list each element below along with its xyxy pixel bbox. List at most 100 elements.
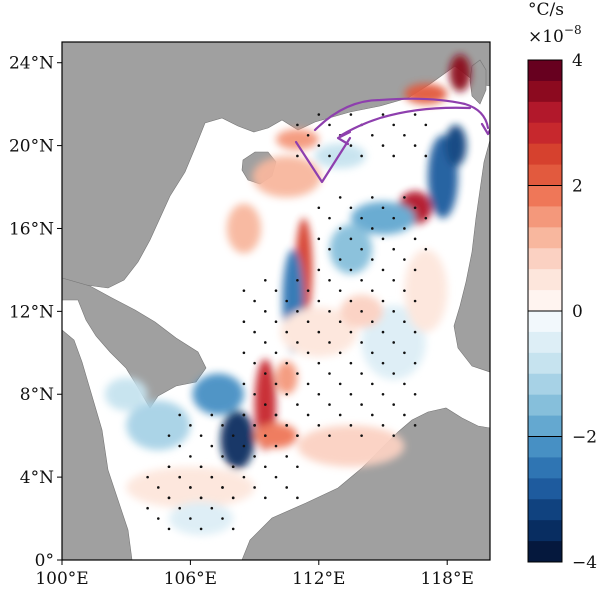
stipple-dot — [189, 424, 192, 427]
stipple-dot — [199, 465, 203, 469]
stipple-dot — [413, 330, 417, 334]
stipple-dot — [264, 278, 267, 282]
stipple-dot — [285, 330, 289, 334]
stipple-dot — [328, 123, 331, 127]
stipple-dot — [381, 424, 385, 427]
stipple-dot — [371, 227, 374, 230]
stipple-dot — [242, 351, 246, 355]
stipple-dot — [381, 206, 385, 210]
stipple-dot — [349, 361, 353, 365]
stipple-dot — [231, 496, 235, 500]
stipple-dot — [167, 527, 171, 531]
longitude-axis: 100°E 106°E 112°E 118°E — [35, 560, 474, 589]
stipple-dot — [199, 434, 203, 437]
colorbar-level — [528, 206, 562, 228]
stipple-dot — [285, 361, 289, 365]
stipple-dot — [317, 330, 321, 334]
stipple-dot — [392, 403, 396, 406]
stipple-dot — [424, 247, 428, 251]
stipple-dot — [242, 475, 246, 479]
stipple-dot — [328, 403, 331, 406]
stipple-dot — [146, 475, 149, 479]
stipple-dot — [199, 527, 203, 531]
stipple-dot — [264, 372, 267, 375]
stipple-dot — [285, 424, 289, 427]
colorbar — [527, 59, 563, 563]
stipple-dot — [328, 216, 331, 220]
stipple-dot — [264, 341, 267, 344]
anomaly-patch — [314, 143, 366, 169]
stipple-dot — [167, 496, 171, 500]
stipple-dot — [392, 372, 396, 375]
stipple-dot — [360, 403, 363, 406]
anomaly-patch — [297, 425, 405, 467]
arrow-lower — [338, 106, 472, 138]
stipple-dot — [274, 320, 278, 324]
stipple-dot — [349, 113, 353, 116]
anomaly-patch — [445, 124, 467, 167]
anomaly-patch — [226, 203, 262, 254]
colorbar-level — [528, 311, 562, 333]
stipple-dot — [360, 216, 363, 220]
stipple-dot — [371, 133, 374, 137]
stipple-dot — [381, 299, 385, 303]
stipple-dot — [392, 154, 396, 158]
anomaly-patch — [449, 54, 471, 92]
stipple-dot — [338, 382, 342, 386]
stipple-dot — [403, 320, 406, 324]
lon-tick-label: 106°E — [164, 569, 217, 589]
stipple-dot — [199, 496, 203, 500]
anomaly-patch — [252, 155, 321, 198]
colorbar-level — [528, 101, 562, 124]
stipple-dot — [274, 351, 278, 355]
stipple-dot — [317, 392, 321, 396]
stipple-dot — [371, 413, 374, 417]
stipple-dot — [221, 486, 224, 489]
stipple-dot — [306, 289, 310, 292]
stipple-dot — [338, 351, 342, 355]
stipple-dot — [296, 465, 299, 469]
colorbar-tick-label: −2 — [572, 428, 597, 448]
stipple-dot — [285, 392, 289, 396]
stipple-dot — [338, 413, 342, 417]
stipple-dot — [317, 268, 321, 272]
stipple-dot — [285, 299, 289, 303]
stipple-dot — [157, 517, 160, 520]
lon-tick-label: 118°E — [421, 569, 474, 589]
colorbar-level — [528, 331, 562, 354]
stipple-dot — [371, 196, 374, 199]
stipple-dot — [231, 434, 235, 437]
stipple-dot — [317, 424, 321, 427]
stipple-dot — [328, 434, 331, 437]
significance-stipple — [146, 113, 428, 531]
stipple-dot — [306, 351, 310, 355]
stipple-dot — [253, 424, 256, 427]
anomaly-patch — [329, 224, 373, 275]
stipple-dot — [413, 144, 417, 147]
lat-tick-label: 24°N — [9, 54, 54, 74]
land-borneo — [241, 407, 490, 560]
land-malay-peninsula — [62, 329, 133, 560]
colorbar-level — [528, 394, 562, 417]
stipple-dot — [349, 237, 353, 241]
colorbar-level — [528, 227, 562, 249]
stipple-dot — [413, 113, 417, 116]
stipple-dot — [189, 517, 192, 520]
stipple-dot — [349, 268, 353, 272]
stipple-dot — [381, 330, 385, 334]
stipple-dot — [381, 268, 385, 272]
anomaly-patch — [276, 129, 319, 150]
colorbar-level — [528, 373, 562, 396]
stipple-dot — [381, 237, 385, 241]
stipple-dot — [274, 382, 278, 386]
stipple-dot — [424, 123, 428, 127]
stipple-dot — [360, 310, 363, 313]
stipple-dot — [242, 413, 246, 417]
colorbar-unit: °C/s ×10−8 — [528, 0, 582, 47]
colorbar-tick-label: 4 — [572, 51, 583, 71]
stipple-dot — [264, 465, 267, 469]
stipple-dot — [253, 299, 256, 303]
stipple-dot — [413, 237, 417, 241]
stipple-dot — [392, 310, 396, 313]
